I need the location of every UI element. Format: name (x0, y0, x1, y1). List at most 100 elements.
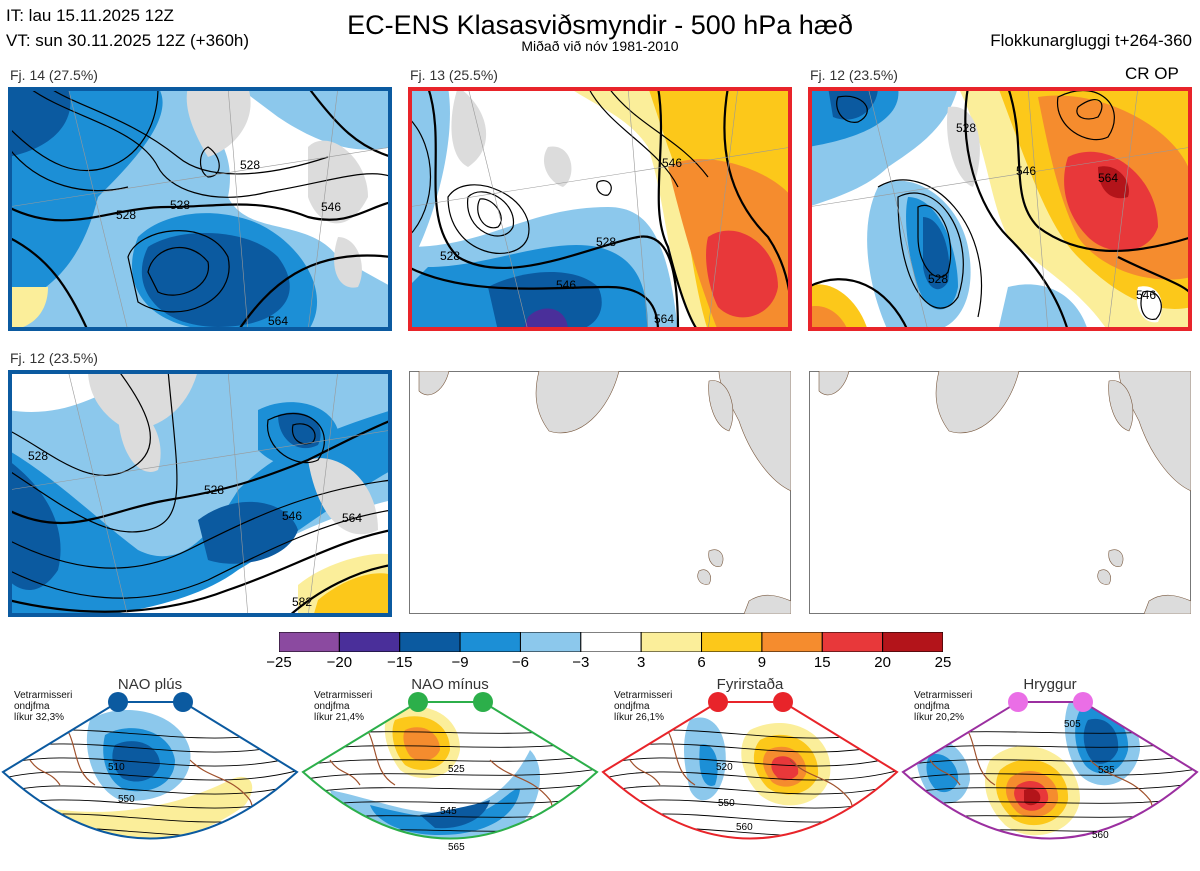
colorbar-tick-label: 25 (934, 654, 952, 671)
contour-label: 550 (118, 794, 135, 805)
regime-note-line: Vetrarmisseri (14, 690, 73, 701)
contour-label: 546 (662, 156, 682, 170)
height-contour (303, 780, 597, 797)
contour-label: 564 (1098, 171, 1118, 185)
colorbar-segment (580, 632, 642, 652)
colorbar-segment (882, 632, 943, 652)
anomaly-shading (1024, 788, 1041, 806)
regime-panel: 505 535 560 Hryggur Vetrarmisseri ondjfma líku… (900, 676, 1200, 871)
colorbar-segment (821, 632, 884, 652)
panel-frame (8, 87, 392, 331)
contour-label: 510 (108, 762, 125, 773)
valid-time: VT: sun 30.11.2025 12Z (+360h) (6, 31, 250, 50)
regime-note: Vetrarmisseri ondjfma líkur 21,4% (314, 690, 372, 723)
map-panel[interactable]: 528 528 546 564 582 (8, 370, 392, 617)
contour-label: 505 (1064, 719, 1081, 730)
contour-label: 545 (440, 806, 457, 817)
regime-note: Vetrarmisseri ondjfma líkur 26,1% (614, 690, 672, 723)
regime-note-line: Vetrarmisseri (914, 690, 973, 701)
colorbar-tick-label: 20 (874, 654, 891, 671)
height-contour (603, 780, 897, 797)
colorbar-segment (701, 632, 763, 652)
height-contour (603, 752, 897, 769)
regime-note-line: ondjfma (14, 701, 50, 712)
height-contour (3, 780, 297, 797)
contour-label: 546 (321, 200, 341, 214)
anomaly-shading (1083, 718, 1119, 764)
contour-label: 582 (292, 595, 312, 609)
height-contour (303, 752, 597, 769)
regime-panel: 525 545 565 NAO mínus Vetrarmisseri ondjfma lí… (300, 676, 600, 871)
map-panel[interactable]: 528 528 546 546 564 (408, 87, 792, 331)
contour-label: 520 (716, 762, 733, 773)
panel-frame (8, 370, 392, 617)
regime-sector-map: 520 550 560 (601, 692, 899, 840)
colorbar-tick-label: −25 (266, 654, 292, 671)
colorbar-tick-label: 3 (637, 654, 646, 671)
map-panel[interactable]: 528 528 546 528 564 (8, 87, 392, 331)
panel-frame (408, 87, 792, 331)
regime-sector-map: 510 550 (1, 692, 299, 840)
regime-title: Fyrirstaða (716, 676, 784, 693)
anomaly-shading (420, 800, 490, 829)
colorbar (279, 632, 943, 652)
anomaly-shading (112, 741, 160, 782)
regime-note: Vetrarmisseri ondjfma líkur 32,3% (14, 690, 72, 723)
regime-title: Hryggur (1023, 676, 1077, 693)
panel-label: Fj. 12 (23.5%) (10, 350, 98, 366)
regime-marker-dot (708, 692, 728, 712)
contour-label: 528 (116, 208, 136, 222)
regime-marker-dot (108, 692, 128, 712)
map-panel-empty[interactable] (409, 371, 791, 614)
regime-note-line: Vetrarmisseri (314, 690, 373, 701)
colorbar-tick-label: −20 (326, 654, 353, 671)
regime-sector-map: 525 545 565 (301, 692, 599, 853)
colorbar-segment (399, 632, 461, 652)
regime-panel: 520 550 560 Fyrirstaða Vetrarmisseri ondjfma l… (600, 676, 900, 871)
sector-outline (1, 701, 299, 840)
regime-marker-dot (173, 692, 193, 712)
contour-label: 564 (268, 314, 288, 328)
page-subtitle: Miðað við nóv 1981-2010 (521, 38, 679, 54)
regime-marker-dot (1073, 692, 1093, 712)
regime-marker-dot (408, 692, 428, 712)
colorbar-segment (761, 632, 823, 652)
colorbar-segment (338, 632, 401, 652)
colorbar-tick-label: −3 (572, 654, 590, 671)
map-panel-empty[interactable] (809, 371, 1191, 614)
height-contour (603, 766, 897, 783)
regime-panel: 510 550 NAO plús Vetrarmisseri ondjfma líkur … (0, 676, 300, 871)
anomaly-shading (1010, 852, 1042, 863)
classification-window: Flokkunargluggi t+264-360 (990, 31, 1192, 50)
contour-label: 525 (448, 764, 465, 775)
colorbar-tick-label: −9 (451, 654, 469, 671)
control-run-label: CR OP (1125, 64, 1179, 83)
regime-note-line: Vetrarmisseri (614, 690, 673, 701)
height-contour (903, 780, 1197, 797)
contour-label: 546 (556, 278, 576, 292)
contour-label: 550 (718, 798, 735, 809)
regime-sector-map: 505 535 560 (901, 692, 1199, 863)
issue-time: IT: lau 15.11.2025 12Z (6, 6, 174, 25)
sector-outline (301, 701, 599, 840)
contour-label: 528 (956, 121, 976, 135)
contour-label: 546 (282, 509, 302, 523)
colorbar-segment (519, 632, 582, 652)
anomaly-shading (926, 754, 959, 793)
regime-marker-dot (473, 692, 493, 712)
contour-label: 528 (240, 158, 260, 172)
height-contour (303, 766, 597, 783)
map-panel[interactable]: 528 546 564 528 546 (808, 87, 1192, 331)
contour-label: 528 (28, 449, 48, 463)
colorbar-segment (459, 632, 521, 652)
sector-outline (601, 701, 899, 840)
contour-label: 560 (736, 822, 753, 833)
sector-outline (901, 701, 1199, 840)
regime-marker-dot (1008, 692, 1028, 712)
regime-note-line: ondjfma (914, 701, 950, 712)
regime-marker-dot (773, 692, 793, 712)
height-contour (3, 766, 297, 783)
colorbar-tick-label: 15 (813, 654, 831, 671)
colorbar-tick-label: −15 (386, 654, 413, 671)
contour-label: 564 (342, 511, 362, 525)
